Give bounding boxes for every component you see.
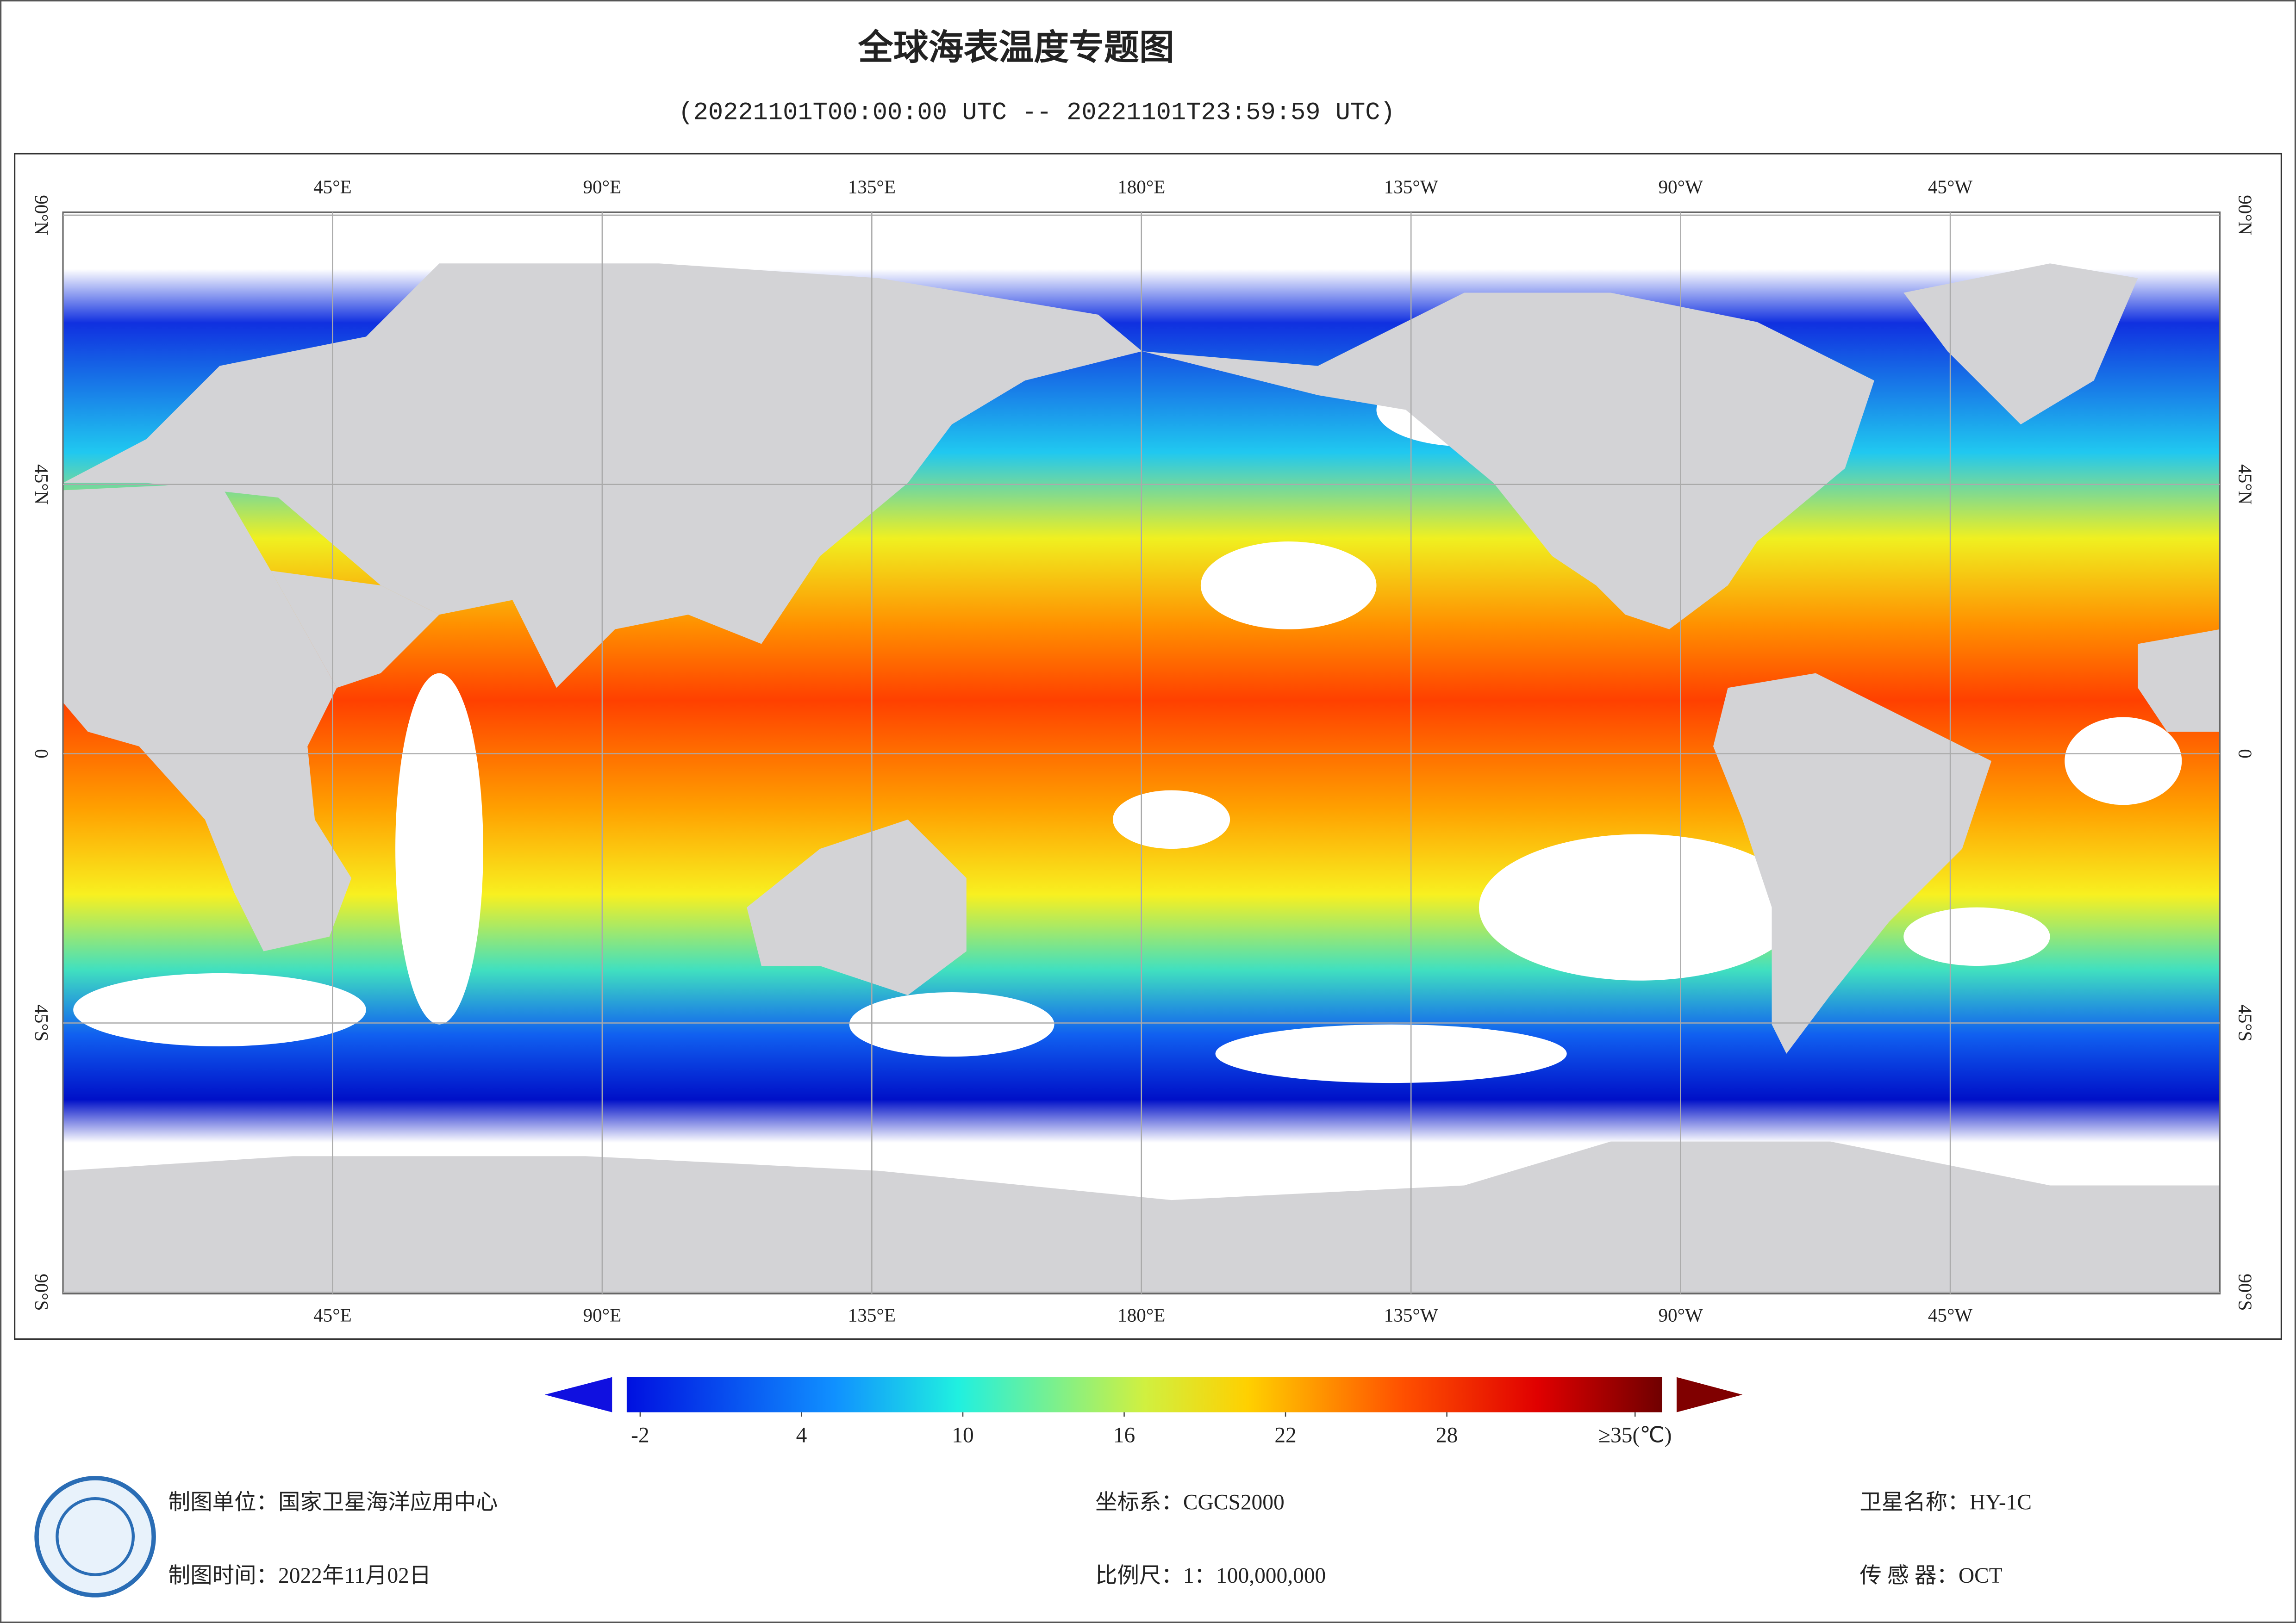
lat-label-right: 90°N [2235, 195, 2256, 235]
lon-label-top: 135°W [1384, 176, 1438, 197]
colorbar-tick-label: -2 [631, 1423, 649, 1447]
title: 全球海表温度专题图 [858, 27, 1174, 68]
footer-crs: 坐标系：CGCS2000 [1095, 1491, 1285, 1515]
lon-label-top: 90°E [583, 176, 622, 197]
colorbar-min-arrow [544, 1377, 612, 1412]
footer-unit: 制图单位：国家卫星海洋应用中心 [168, 1491, 498, 1515]
footer-sensor: 传 感 器：OCT [1859, 1564, 2002, 1588]
lat-label-right: 0 [2235, 749, 2256, 759]
lat-label-left: 45°S [31, 1004, 52, 1041]
lat-label-right: 45°N [2235, 464, 2256, 504]
footer-scale: 比例尺：1：100,000,000 [1095, 1564, 1326, 1588]
colorbar-tick-label: 16 [1113, 1423, 1135, 1447]
lon-label-bottom: 90°W [1658, 1305, 1703, 1326]
lon-label-top: 90°W [1658, 176, 1703, 197]
lon-label-top: 180°E [1117, 176, 1165, 197]
colorbar-tick-label: 10 [952, 1423, 973, 1447]
colorbar [626, 1377, 1662, 1412]
map-frame [14, 153, 2282, 1340]
lon-label-top: 135°E [848, 176, 896, 197]
subtitle: (20221101T00:00:00 UTC -- 20221101T23:59… [678, 99, 1395, 127]
colorbar-max-arrow [1676, 1377, 1743, 1412]
colorbar-tick-label: 22 [1274, 1423, 1296, 1447]
lon-label-bottom: 135°W [1384, 1305, 1438, 1326]
lon-label-top: 45°W [1928, 176, 1973, 197]
logo [34, 1476, 156, 1598]
lat-label-left: 45°N [31, 464, 52, 504]
lat-label-right: 45°S [2235, 1004, 2256, 1041]
colorbar-tick-label: 4 [796, 1423, 807, 1447]
lon-label-bottom: 90°E [583, 1305, 622, 1326]
lon-label-bottom: 45°E [313, 1305, 352, 1326]
lon-label-bottom: 45°W [1928, 1305, 1973, 1326]
footer-date: 制图时间：2022年11月02日 [168, 1564, 431, 1588]
footer-satellite: 卫星名称：HY-1C [1859, 1491, 2032, 1515]
lat-label-left: 90°S [31, 1274, 52, 1311]
colorbar-tick-label: ≥35(℃) [1598, 1423, 1672, 1447]
lat-label-left: 0 [31, 749, 52, 759]
lon-label-bottom: 135°E [848, 1305, 896, 1326]
lat-label-right: 90°S [2235, 1274, 2256, 1311]
colorbar-tick-label: 28 [1436, 1423, 1458, 1447]
lat-label-left: 90°N [31, 195, 52, 235]
lon-label-top: 45°E [313, 176, 352, 197]
logo-ring [56, 1497, 135, 1576]
lon-label-bottom: 180°E [1117, 1305, 1165, 1326]
